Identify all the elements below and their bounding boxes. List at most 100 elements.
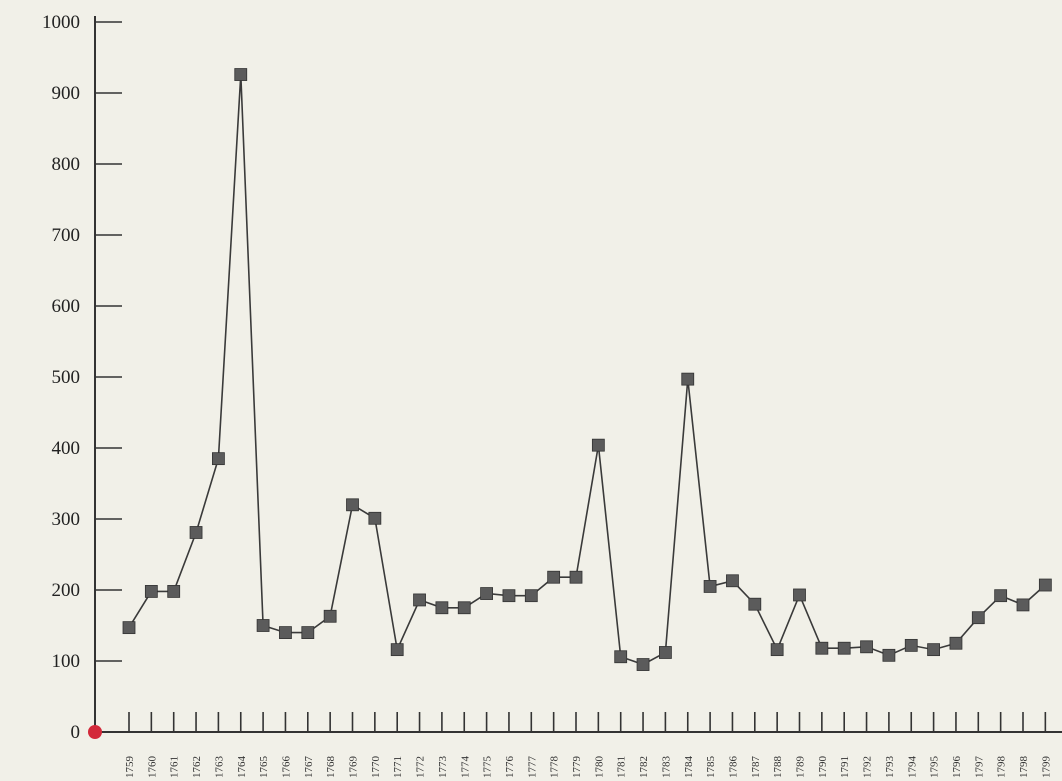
y-tick-label: 100 <box>52 651 81 672</box>
y-tick-label: 1000 <box>42 12 80 33</box>
data-point-marker <box>591 438 605 452</box>
x-tick-label: 1774 <box>459 756 471 779</box>
data-point-marker <box>211 452 225 466</box>
y-axis: 0 100 200 300 400 500 600 700 800 900 1000 <box>42 12 122 743</box>
data-point-marker <box>837 641 851 655</box>
data-point-marker <box>569 570 583 584</box>
data-point-marker <box>659 646 672 659</box>
data-point-marker <box>748 597 762 611</box>
data-point-marker <box>301 626 315 639</box>
x-tick-label: 1787 <box>750 756 762 779</box>
data-point-marker <box>256 619 270 632</box>
data-point-marker <box>793 588 806 602</box>
y-tick-label: 0 <box>71 722 81 743</box>
data-point-marker <box>122 621 136 635</box>
x-tick-label: 1799 <box>1040 756 1052 779</box>
y-tick-label: 200 <box>52 580 81 601</box>
data-point-marker <box>346 498 359 512</box>
x-tick-label: 1773 <box>437 756 449 779</box>
data-point-marker <box>726 574 739 588</box>
data-point-marker <box>390 643 404 657</box>
x-tick-label: 1783 <box>660 756 672 779</box>
data-point-marker <box>703 580 717 593</box>
data-point-marker <box>323 609 337 623</box>
data-point-marker <box>904 638 918 652</box>
x-tick-label: 1761 <box>169 756 181 778</box>
data-point-marker <box>994 589 1008 603</box>
data-point-marker <box>144 585 158 598</box>
x-tick-label: 1765 <box>258 756 270 779</box>
x-tick-label: 1762 <box>191 756 203 778</box>
x-tick-label: 1790 <box>817 756 829 779</box>
x-tick-label: 1776 <box>504 756 516 779</box>
x-tick-label: 1786 <box>727 756 739 779</box>
y-tick-label: 500 <box>52 367 81 388</box>
x-tick-label: 1780 <box>593 756 605 779</box>
x-tick-label: 1788 <box>772 756 784 779</box>
data-point-marker <box>636 658 650 671</box>
y-tick-label: 600 <box>52 296 81 317</box>
data-point-marker <box>435 601 449 615</box>
x-tick-label: 1760 <box>146 756 158 779</box>
data-point-marker <box>971 611 985 625</box>
x-tick-label: 1791 <box>839 756 851 778</box>
x-tick-label: 1764 <box>236 756 248 779</box>
data-point-marker <box>167 585 181 598</box>
x-tick-label: 1782 <box>638 756 650 778</box>
x-tick-label: 1766 <box>280 756 292 779</box>
data-point-marker <box>1038 578 1052 592</box>
data-point-marker <box>413 593 426 607</box>
x-tick-label: 1778 <box>549 756 561 779</box>
data-point-marker <box>234 68 248 81</box>
x-tick-label: 1798 <box>996 756 1008 779</box>
x-tick-label: 1769 <box>348 756 360 779</box>
data-point-marker <box>502 589 516 603</box>
x-tick-label: 1793 <box>884 756 896 779</box>
data-point-marker <box>882 648 896 662</box>
data-point-marker <box>614 650 628 664</box>
x-axis: 1759 1760 1761 1762 1763 1764 1765 1766 1767 1768… <box>88 712 1062 778</box>
x-tick-label: 1781 <box>616 756 628 778</box>
data-point-marker <box>1016 598 1030 612</box>
data-point-marker <box>681 372 695 386</box>
y-tick-label: 800 <box>52 154 81 175</box>
data-point-marker <box>815 641 829 655</box>
x-tick-label: 1798 <box>1018 756 1030 779</box>
x-tick-label: 1789 <box>795 756 807 779</box>
origin-dot <box>88 725 102 739</box>
x-tick-label: 1767 <box>303 756 315 779</box>
data-point-marker <box>949 636 963 650</box>
data-point-marker <box>927 643 940 657</box>
y-tick-label: 300 <box>52 509 81 530</box>
marker-group <box>122 68 1052 671</box>
data-point-marker <box>860 640 873 654</box>
x-tick-label: 1759 <box>124 756 136 779</box>
y-tick-label: 400 <box>52 438 81 459</box>
x-tick-label: 1771 <box>392 756 404 778</box>
data-point-marker <box>279 626 292 639</box>
data-point-marker <box>770 643 784 657</box>
data-point-marker <box>480 587 494 600</box>
x-tick-label: 1785 <box>705 756 717 779</box>
x-tick-label: 1796 <box>951 756 963 779</box>
x-tick-label: 1784 <box>683 756 695 779</box>
x-tick-label: 1792 <box>862 756 874 778</box>
data-point-marker <box>368 511 382 525</box>
x-tick-label: 1763 <box>213 756 225 779</box>
x-tick-label: 1770 <box>370 756 382 779</box>
y-tick-label: 900 <box>52 83 81 104</box>
data-point-marker <box>547 570 561 584</box>
y-tick-label: 700 <box>52 225 81 246</box>
data-point-marker <box>189 526 203 539</box>
data-point-marker <box>457 601 471 615</box>
series-line <box>128 74 1046 666</box>
x-tick-label: 1772 <box>415 756 427 778</box>
x-tick-label: 1779 <box>571 756 583 779</box>
x-tick-label: 1768 <box>325 756 337 779</box>
x-tick-label: 1794 <box>906 756 918 779</box>
x-tick-label: 1797 <box>973 756 985 779</box>
data-point-marker <box>524 589 538 603</box>
x-tick-label: 1777 <box>526 756 538 779</box>
